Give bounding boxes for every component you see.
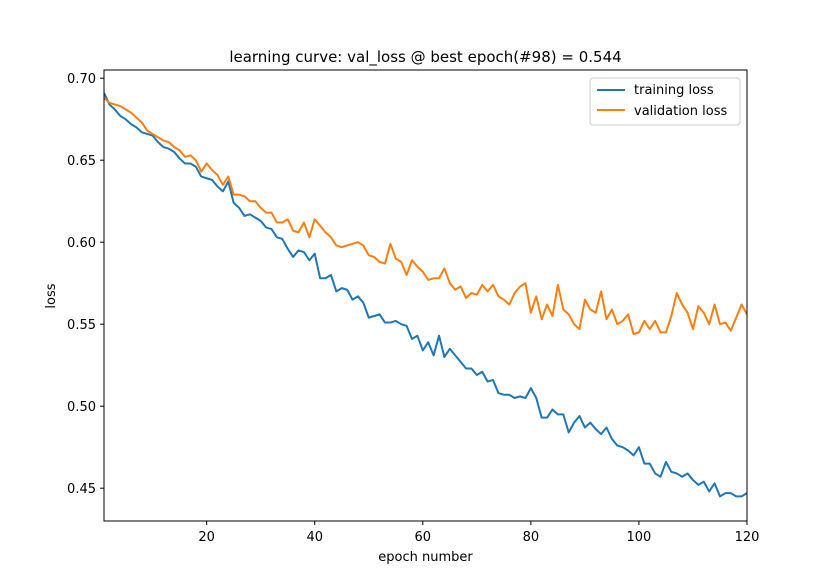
y-ticks: 0.45 0.50 0.55 0.60 0.65 0.70: [67, 72, 104, 497]
x-ticks: 20 40 60 80 100 120: [198, 521, 759, 545]
series-lines: [104, 92, 747, 498]
chart-title: learning curve: val_loss @ best epoch(#9…: [229, 48, 621, 67]
x-tick-label: 80: [523, 530, 540, 545]
series-line-training-loss: [104, 92, 747, 498]
legend-box: [589, 77, 741, 126]
y-axis-label: loss: [44, 283, 59, 308]
x-tick-label: 20: [198, 530, 215, 545]
y-tick-label: 0.45: [67, 482, 96, 497]
legend-label-validation: validation loss: [634, 104, 727, 119]
y-tick-label: 0.50: [67, 400, 96, 415]
x-tick-label: 60: [415, 530, 432, 545]
y-tick-label: 0.70: [67, 72, 96, 87]
x-tick-label: 100: [627, 530, 652, 545]
legend-label-training: training loss: [634, 83, 714, 98]
y-tick-label: 0.55: [67, 318, 96, 333]
x-tick-label: 120: [735, 530, 760, 545]
series-line-validation-loss: [104, 97, 747, 336]
legend: training loss validation loss: [589, 77, 741, 126]
x-axis-label: epoch number: [378, 550, 473, 565]
y-tick-label: 0.60: [67, 236, 96, 251]
x-tick-label: 40: [306, 530, 323, 545]
axes-frame: [103, 69, 748, 522]
y-tick-label: 0.65: [67, 154, 96, 169]
